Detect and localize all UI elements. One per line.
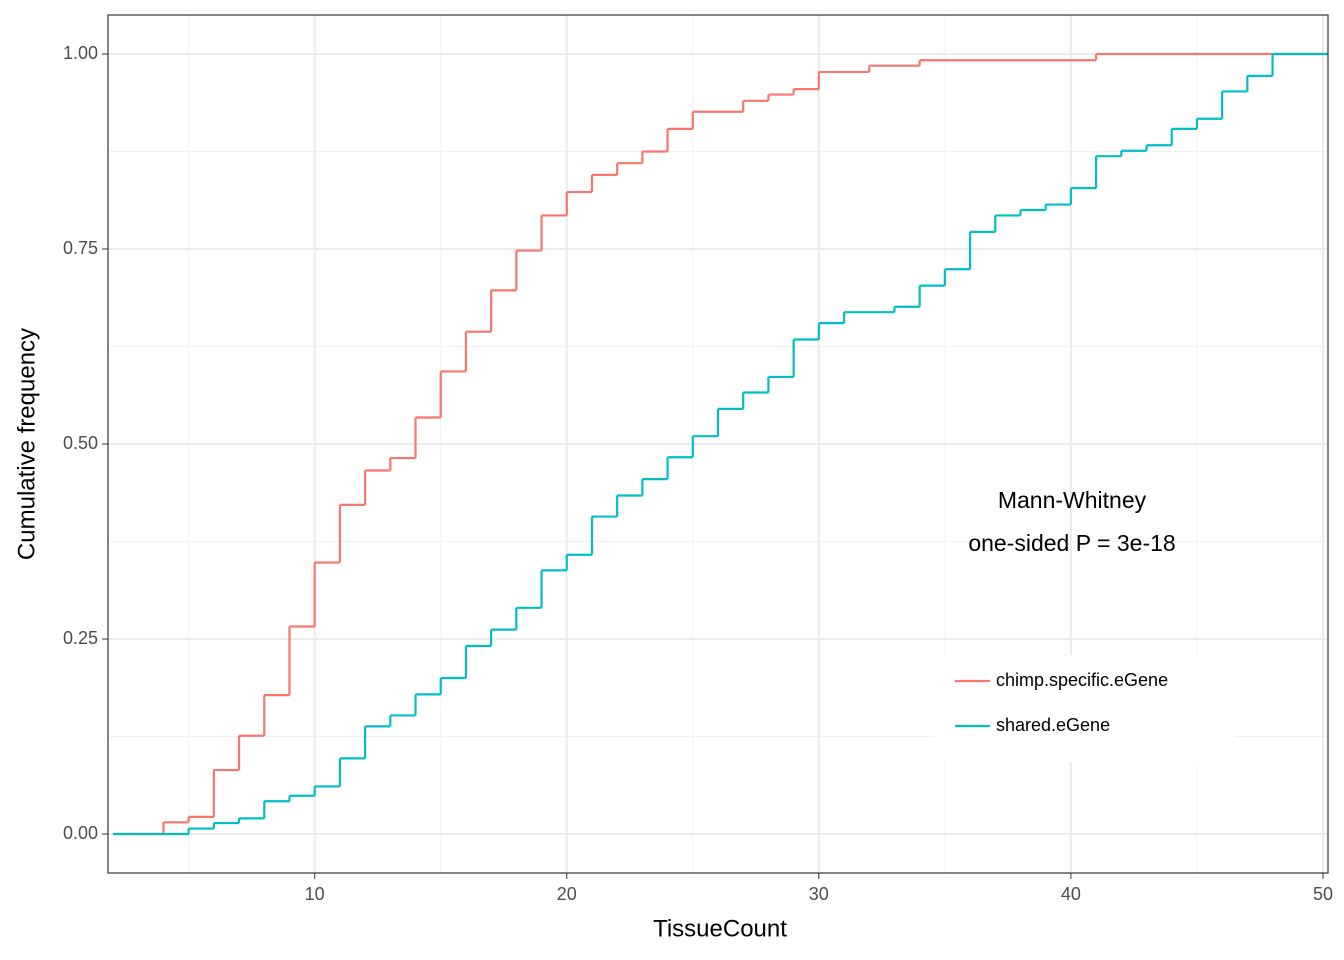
- annotation: Mann-Whitney: [998, 487, 1147, 513]
- legend-box: [935, 655, 1235, 762]
- x-tick-label: 10: [305, 884, 325, 904]
- x-tick-label: 20: [557, 884, 577, 904]
- x-tick-label: 50: [1313, 884, 1333, 904]
- y-tick-label: 1.00: [63, 43, 98, 63]
- y-tick-label: 0.00: [63, 823, 98, 843]
- y-tick-label: 0.75: [63, 238, 98, 258]
- panel-border: [107, 14, 1329, 874]
- x-tick-label: 30: [809, 884, 829, 904]
- x-axis-label: TissueCount: [653, 915, 787, 942]
- annotation: one-sided P = 3e-18: [968, 530, 1175, 556]
- legend-label: chimp.specific.eGene: [996, 670, 1168, 690]
- x-tick-label: 40: [1061, 884, 1081, 904]
- legend-label: shared.eGene: [996, 715, 1110, 735]
- series-line: [113, 52, 1328, 836]
- y-tick-label: 0.50: [63, 433, 98, 453]
- y-axis-label: Cumulative frequency: [13, 328, 40, 560]
- y-tick-label: 0.25: [63, 628, 98, 648]
- series-line: [113, 52, 1328, 836]
